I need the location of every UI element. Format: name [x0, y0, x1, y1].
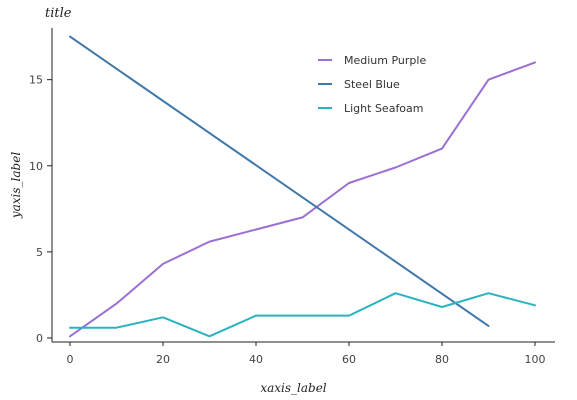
x-tick-label: 40	[249, 353, 263, 366]
y-tick-label: 15	[29, 74, 43, 87]
x-tick-label: 100	[525, 353, 546, 366]
series-line-medium-purple	[69, 61, 536, 338]
x-tick-label: 60	[342, 353, 356, 366]
legend-label-medium-purple: Medium Purple	[344, 54, 426, 67]
chart-title: title	[45, 6, 72, 21]
legend: Medium Purple Steel Blue Light Seafoam	[318, 54, 426, 115]
y-axis-title: yaxis_label	[9, 152, 23, 219]
series-line-light-seafoam	[69, 292, 536, 338]
x-tick-label: 80	[435, 353, 449, 366]
legend-label-light-seafoam: Light Seafoam	[344, 102, 424, 115]
x-tick-label: 20	[156, 353, 170, 366]
axes	[51, 28, 555, 343]
y-tick-label: 0	[36, 332, 43, 345]
x-axis-title: xaxis_label	[260, 381, 326, 395]
x-tick-label: 0	[67, 353, 74, 366]
series-group	[69, 35, 536, 338]
y-tick-label: 10	[29, 160, 43, 173]
legend-label-steel-blue: Steel Blue	[344, 78, 400, 91]
y-tick-label: 5	[36, 246, 43, 259]
x-ticks: 0 20 40 60 80 100	[67, 342, 546, 366]
series-line-steel-blue	[69, 35, 490, 327]
y-ticks: 0 5 10 15	[29, 74, 52, 345]
